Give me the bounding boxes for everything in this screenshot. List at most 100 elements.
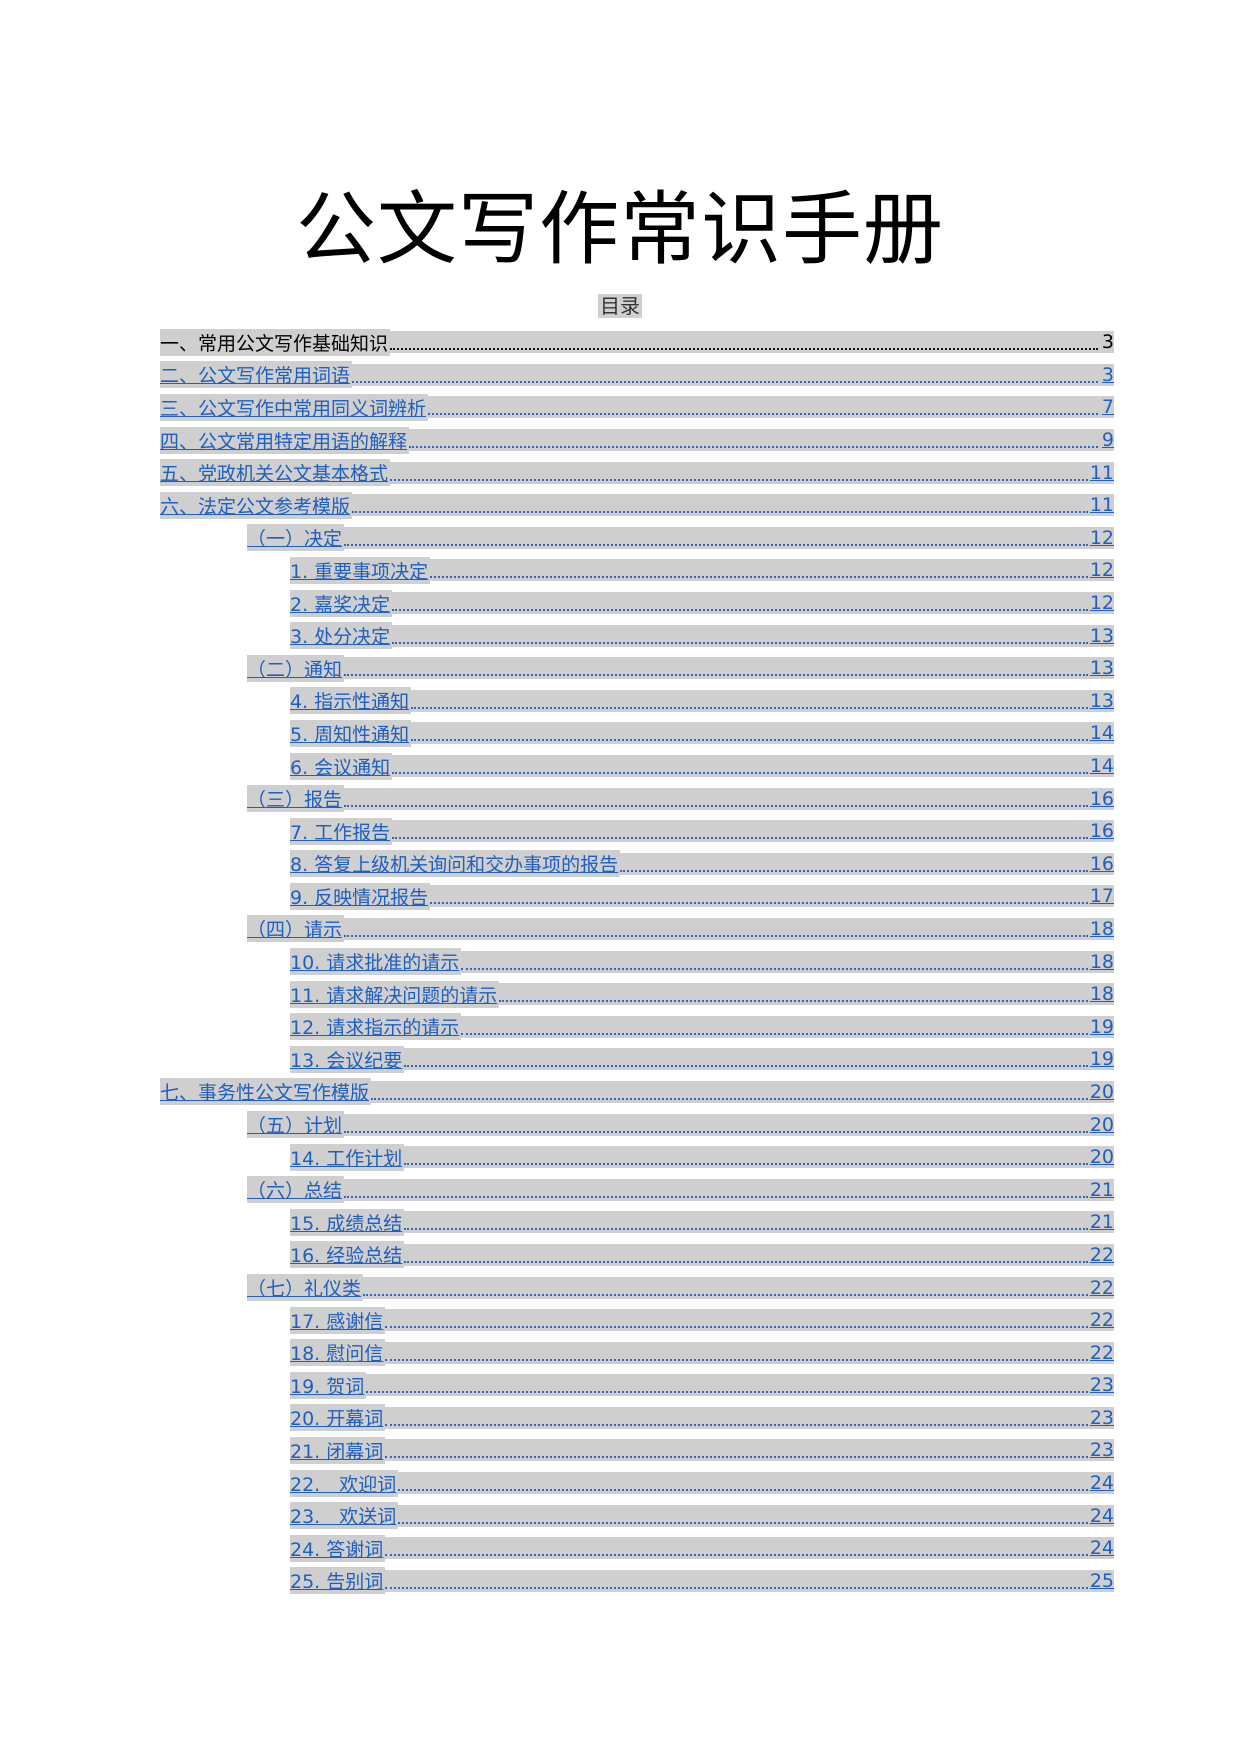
toc-entry-title[interactable]: 七、事务性公文写作模版 (160, 1078, 372, 1106)
toc-entry-title[interactable]: 六、法定公文参考模版 (160, 491, 353, 519)
toc-entry[interactable]: 11. 请求解决问题的请示 18 (160, 978, 1114, 1011)
toc-entry[interactable]: 2. 嘉奖决定 12 (160, 587, 1114, 620)
toc-entry-page-number[interactable]: 25 (1087, 1569, 1114, 1592)
toc-entry-title[interactable]: 13. 会议纪要 (290, 1045, 405, 1073)
toc-entry-page-number[interactable]: 16 (1087, 852, 1114, 875)
toc-entry-title[interactable]: 15. 成绩总结 (290, 1208, 405, 1236)
toc-entry[interactable]: 六、法定公文参考模版 11 (160, 489, 1114, 522)
toc-entry[interactable]: 3. 处分决定 13 (160, 619, 1114, 652)
toc-entry-title[interactable]: 25. 告别词 (290, 1567, 386, 1595)
toc-entry-page-number[interactable]: 22 (1087, 1341, 1114, 1364)
toc-entry-page-number[interactable]: 14 (1087, 755, 1114, 778)
toc-entry[interactable]: 9. 反映情况报告 17 (160, 880, 1114, 913)
toc-entry-page-number[interactable]: 13 (1087, 624, 1114, 647)
toc-entry[interactable]: 14. 工作计划 20 (160, 1141, 1114, 1174)
toc-entry-page-number[interactable]: 7 (1098, 396, 1114, 419)
toc-entry-page-number[interactable]: 23 (1087, 1439, 1114, 1462)
toc-entry-page-number[interactable]: 24 (1087, 1472, 1114, 1495)
toc-entry[interactable]: 5. 周知性通知 14 (160, 717, 1114, 750)
toc-entry[interactable]: 7. 工作报告 16 (160, 815, 1114, 848)
toc-entry-page-number[interactable]: 22 (1087, 1243, 1114, 1266)
toc-entry[interactable]: 25. 告别词 25 (160, 1565, 1114, 1598)
toc-entry-title[interactable]: 22. 欢迎词 (290, 1469, 399, 1497)
toc-entry-page-number[interactable]: 23 (1087, 1374, 1114, 1397)
toc-entry-title[interactable]: 23. 欢送词 (290, 1502, 399, 1530)
toc-entry-title[interactable]: 2. 嘉奖决定 (290, 589, 393, 617)
toc-entry-title[interactable]: （五）计划 (247, 1111, 345, 1139)
toc-entry-title[interactable]: 14. 工作计划 (290, 1143, 405, 1171)
toc-entry[interactable]: 22. 欢迎词 24 (160, 1467, 1114, 1500)
toc-entry[interactable]: （六）总结 21 (160, 1173, 1114, 1206)
toc-entry[interactable]: 五、党政机关公文基本格式 11 (160, 456, 1114, 489)
toc-entry-page-number[interactable]: 13 (1087, 657, 1114, 680)
toc-entry-page-number[interactable]: 17 (1087, 885, 1114, 908)
toc-entry-title[interactable]: 24. 答谢词 (290, 1534, 386, 1562)
toc-entry[interactable]: 4. 指示性通知 13 (160, 685, 1114, 718)
toc-entry-title[interactable]: 4. 指示性通知 (290, 687, 412, 715)
toc-entry-title[interactable]: （二）通知 (247, 654, 345, 682)
toc-entry-page-number[interactable]: 11 (1087, 494, 1114, 517)
toc-entry-title[interactable]: 二、公文写作常用词语 (160, 361, 353, 389)
toc-entry-page-number[interactable]: 20 (1087, 1146, 1114, 1169)
toc-entry-page-number[interactable]: 3 (1098, 363, 1114, 386)
toc-entry[interactable]: 24. 答谢词 24 (160, 1532, 1114, 1565)
toc-entry-page-number[interactable]: 18 (1087, 950, 1114, 973)
toc-entry[interactable]: 20. 开幕词 23 (160, 1402, 1114, 1435)
toc-entry[interactable]: 15. 成绩总结 21 (160, 1206, 1114, 1239)
toc-entry-page-number[interactable]: 18 (1087, 983, 1114, 1006)
toc-entry-page-number[interactable]: 12 (1087, 592, 1114, 615)
toc-entry-title[interactable]: 12. 请求指示的请示 (290, 1013, 462, 1041)
toc-entry-title[interactable]: 四、公文常用特定用语的解释 (160, 426, 410, 454)
toc-entry-page-number[interactable]: 16 (1087, 820, 1114, 843)
toc-entry[interactable]: 16. 经验总结 22 (160, 1239, 1114, 1272)
toc-entry[interactable]: 6. 会议通知 14 (160, 750, 1114, 783)
toc-entry-page-number[interactable]: 3 (1098, 331, 1114, 354)
toc-entry-page-number[interactable]: 16 (1087, 787, 1114, 810)
toc-entry-title[interactable]: 三、公文写作中常用同义词辨析 (160, 393, 429, 421)
toc-entry-page-number[interactable]: 13 (1087, 689, 1114, 712)
toc-entry-page-number[interactable]: 21 (1087, 1178, 1114, 1201)
toc-entry-page-number[interactable]: 14 (1087, 722, 1114, 745)
toc-entry[interactable]: 13. 会议纪要 19 (160, 1043, 1114, 1076)
toc-entry-page-number[interactable]: 20 (1087, 1080, 1114, 1103)
toc-entry-title[interactable]: 21. 闭幕词 (290, 1436, 386, 1464)
toc-entry[interactable]: 四、公文常用特定用语的解释 9 (160, 424, 1114, 457)
toc-entry[interactable]: （一）决定 12 (160, 522, 1114, 555)
toc-entry[interactable]: 8. 答复上级机关询问和交办事项的报告 16 (160, 848, 1114, 881)
toc-entry-title[interactable]: 19. 贺词 (290, 1371, 367, 1399)
toc-entry-title[interactable]: 7. 工作报告 (290, 817, 393, 845)
toc-entry[interactable]: 17. 感谢信 22 (160, 1304, 1114, 1337)
toc-entry-title[interactable]: 9. 反映情况报告 (290, 882, 431, 910)
toc-entry-title[interactable]: 17. 感谢信 (290, 1306, 386, 1334)
toc-entry-page-number[interactable]: 22 (1087, 1276, 1114, 1299)
toc-entry-title[interactable]: 3. 处分决定 (290, 622, 393, 650)
toc-entry-page-number[interactable]: 19 (1087, 1048, 1114, 1071)
toc-entry[interactable]: 10. 请求批准的请示 18 (160, 945, 1114, 978)
toc-entry[interactable]: 三、公文写作中常用同义词辨析 7 (160, 391, 1114, 424)
toc-entry[interactable]: 19. 贺词 23 (160, 1369, 1114, 1402)
toc-entry-page-number[interactable]: 20 (1087, 1113, 1114, 1136)
toc-entry[interactable]: 七、事务性公文写作模版 20 (160, 1076, 1114, 1109)
toc-entry-title[interactable]: 11. 请求解决问题的请示 (290, 980, 500, 1008)
toc-entry-title[interactable]: 1. 重要事项决定 (290, 556, 431, 584)
toc-entry[interactable]: 二、公文写作常用词语 3 (160, 359, 1114, 392)
toc-entry-title[interactable]: 18. 慰问信 (290, 1339, 386, 1367)
toc-entry-page-number[interactable]: 24 (1087, 1504, 1114, 1527)
toc-entry[interactable]: （五）计划 20 (160, 1108, 1114, 1141)
toc-entry-page-number[interactable]: 21 (1087, 1211, 1114, 1234)
toc-entry-page-number[interactable]: 19 (1087, 1015, 1114, 1038)
toc-entry-page-number[interactable]: 12 (1087, 526, 1114, 549)
toc-entry-page-number[interactable]: 12 (1087, 559, 1114, 582)
toc-entry-title[interactable]: 16. 经验总结 (290, 1241, 405, 1269)
toc-entry[interactable]: （二）通知 13 (160, 652, 1114, 685)
toc-entry[interactable]: 18. 慰问信 22 (160, 1336, 1114, 1369)
toc-entry-title[interactable]: （六）总结 (247, 1176, 345, 1204)
toc-entry-title[interactable]: 6. 会议通知 (290, 752, 393, 780)
toc-entry-page-number[interactable]: 24 (1087, 1537, 1114, 1560)
toc-entry[interactable]: （七）礼仪类 22 (160, 1271, 1114, 1304)
toc-entry-title[interactable]: （一）决定 (247, 524, 345, 552)
toc-entry[interactable]: （四）请示 18 (160, 913, 1114, 946)
toc-entry-page-number[interactable]: 23 (1087, 1406, 1114, 1429)
toc-entry-title[interactable]: （三）报告 (247, 785, 345, 813)
toc-entry[interactable]: （三）报告 16 (160, 782, 1114, 815)
